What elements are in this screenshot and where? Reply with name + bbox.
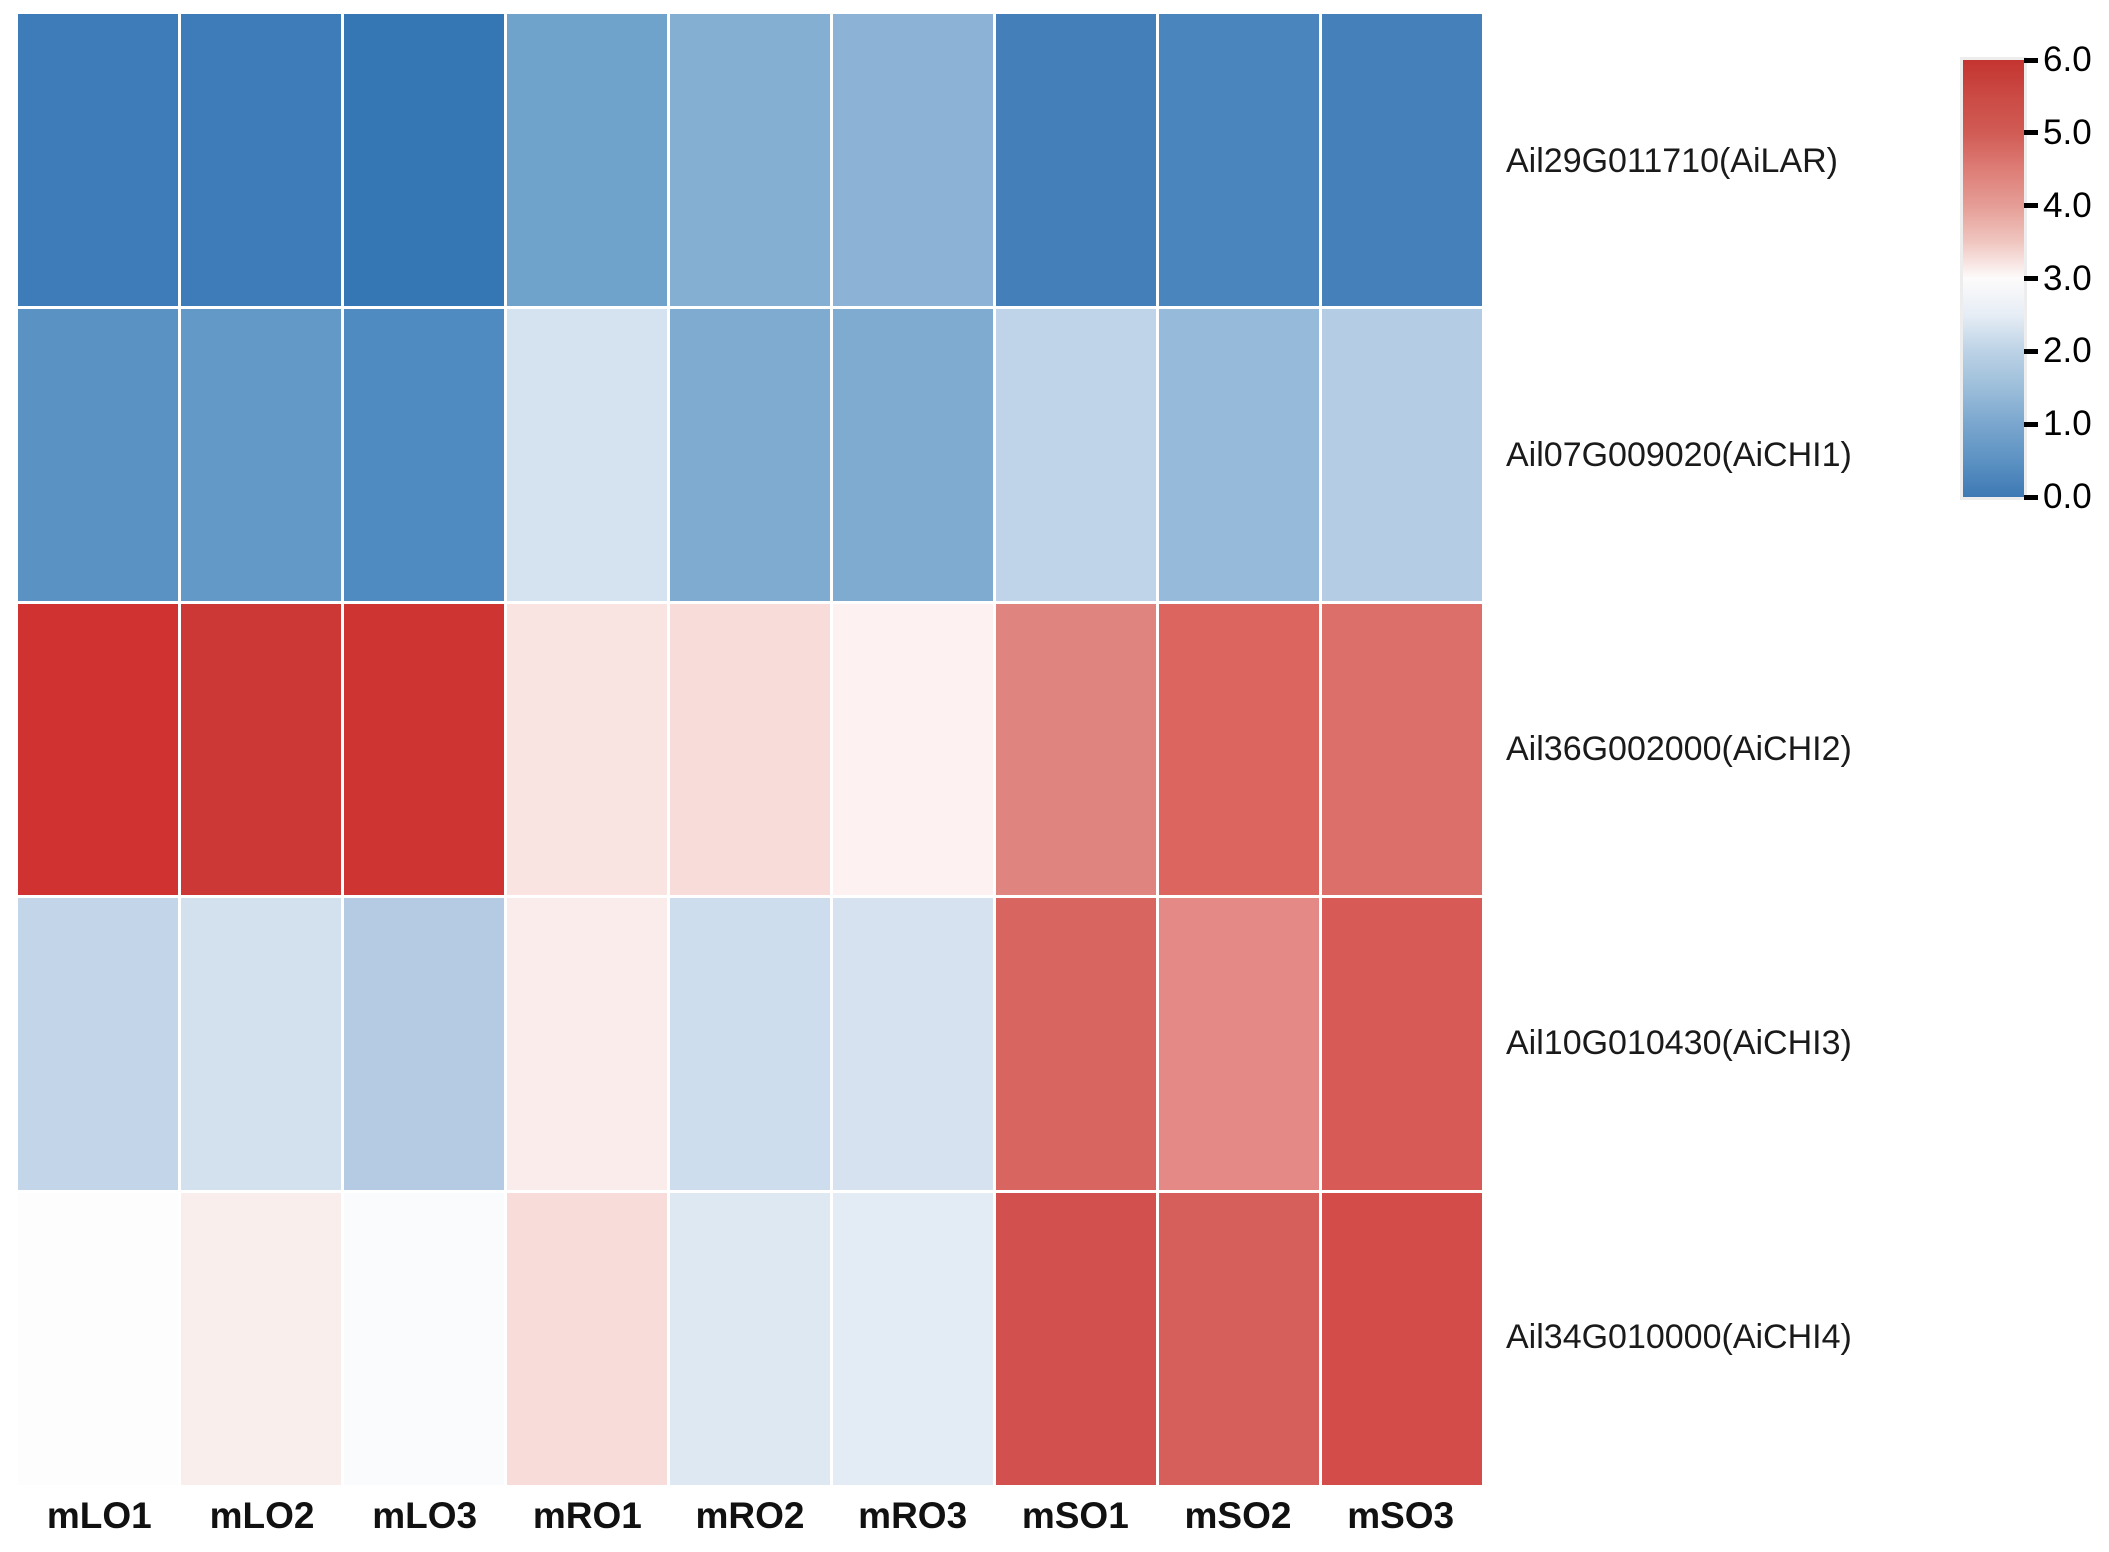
heatmap-cell [344, 898, 504, 1191]
heatmap-cell [833, 898, 993, 1191]
heatmap-cell [996, 1193, 1156, 1485]
heatmap-cell [1322, 14, 1482, 306]
heatmap-cell [670, 308, 830, 601]
heatmap-cell [1159, 1193, 1319, 1485]
heatmap-cell [670, 14, 830, 306]
heatmap-cell [507, 898, 667, 1191]
colorbar-tick-mark [2024, 348, 2038, 354]
heatmap-cell [344, 1193, 504, 1485]
heatmap-cell [18, 14, 178, 306]
column-label: mRO1 [532, 1495, 642, 1536]
heatmap-cell [833, 603, 993, 896]
heatmap-cell [1322, 603, 1482, 896]
column-label: mLO1 [46, 1495, 152, 1536]
heatmap-grid [18, 14, 1482, 1485]
heatmap-cell [507, 1193, 667, 1485]
column-label: mLO3 [372, 1495, 478, 1536]
heatmap-cell [181, 308, 341, 601]
heatmap-cell [18, 898, 178, 1191]
heatmap-cell [1322, 898, 1482, 1191]
heatmap-cell [181, 603, 341, 896]
heatmap-cell [670, 898, 830, 1191]
colorbar-tick-mark [2024, 276, 2038, 281]
row-label: Ail10G010430(AiCHI3) [1506, 1024, 1852, 1063]
column-label: mSO3 [1347, 1495, 1455, 1536]
column-label: mSO1 [1021, 1495, 1129, 1536]
heatmap-cell [996, 308, 1156, 601]
colorbar-tick-label: 3.0 [2043, 258, 2092, 298]
colorbar-tick-label: 5.0 [2043, 112, 2092, 152]
row-label: Ail07G009020(AiCHI1) [1506, 435, 1852, 474]
heatmap-cell [833, 308, 993, 601]
column-label: mRO3 [858, 1495, 968, 1536]
heatmap-cell [18, 603, 178, 896]
colorbar-tick-mark [2024, 421, 2038, 427]
colorbar-tick-label: 0.0 [2043, 477, 2092, 516]
heatmap-cell [1159, 898, 1319, 1191]
heatmap-cell [996, 898, 1156, 1191]
colorbar-gradient [1960, 57, 2027, 500]
colorbar-tick-label: 4.0 [2043, 185, 2092, 225]
column-label: mSO2 [1184, 1495, 1292, 1536]
heatmap-cell [344, 603, 504, 896]
heatmap-cell [996, 14, 1156, 306]
colorbar-tick-mark [2024, 130, 2038, 136]
heatmap-cell [18, 1193, 178, 1485]
heatmap-cell [1322, 308, 1482, 601]
colorbar-tick-mark [2024, 494, 2038, 500]
colorbar-tick-label: 2.0 [2043, 331, 2092, 371]
heatmap-cell [1322, 1193, 1482, 1485]
heatmap-cell [344, 14, 504, 306]
column-label: mLO2 [209, 1495, 315, 1536]
heatmap-cell [1159, 603, 1319, 896]
row-label: Ail36G002000(AiCHI2) [1506, 730, 1852, 768]
heatmap-cell [1159, 14, 1319, 306]
heatmap-cell [833, 14, 993, 306]
heatmap-cell [507, 603, 667, 896]
colorbar-tick-mark [2024, 57, 2038, 63]
column-label: mRO2 [695, 1495, 805, 1536]
heatmap-cell [670, 603, 830, 896]
heatmap-cell [344, 308, 504, 601]
row-label: Ail29G011710(AiLAR) [1506, 141, 1838, 180]
colorbar-tick-label: 6.0 [2043, 40, 2092, 79]
heatmap-cell [18, 308, 178, 601]
heatmap-cell [833, 1193, 993, 1485]
heatmap-cell [996, 603, 1156, 896]
heatmap-cell [181, 1193, 341, 1485]
heatmap-cell [181, 14, 341, 306]
heatmap-cell [670, 1193, 830, 1485]
heatmap-cell [1159, 308, 1319, 601]
heatmap-cell [507, 308, 667, 601]
heatmap-cell [507, 14, 667, 306]
column-labels: mLO1 mLO2 mLO3 mRO1 mRO2 mRO3 mSO1 mSO2 mSO3 [18, 1489, 1482, 1543]
colorbar-tick-mark [2024, 203, 2038, 209]
colorbar-tick-label: 1.0 [2043, 404, 2092, 444]
row-labels: Ail29G011710(AiLAR) Ail07G009020(AiCHI1) A… [1506, 14, 1956, 1485]
row-label: Ail34G010000(AiCHI4) [1506, 1318, 1852, 1357]
heatmap-cell [181, 898, 341, 1191]
